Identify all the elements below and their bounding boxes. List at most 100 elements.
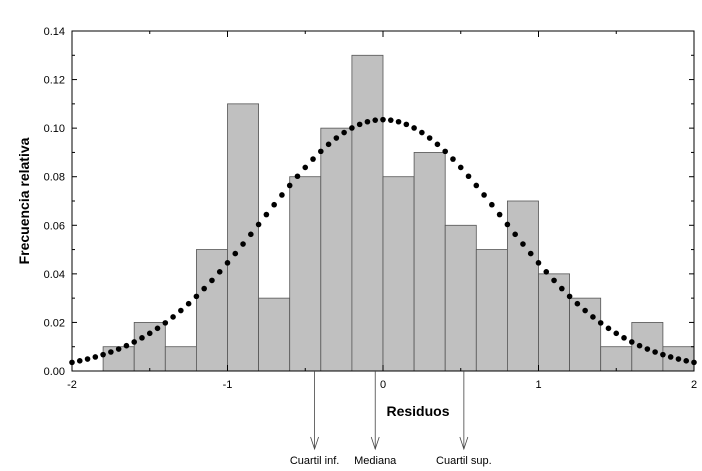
curve-point (613, 330, 620, 337)
curve-point (667, 354, 674, 360)
y-tick-label: 0.04 (44, 269, 65, 281)
curve-point (683, 358, 690, 364)
curve-point (403, 121, 410, 128)
curve-point (232, 250, 239, 257)
y-tick-label: 0.12 (44, 75, 65, 87)
curve-point (512, 231, 518, 238)
y-tick-label: 0.02 (44, 317, 65, 329)
curve-point (209, 277, 215, 284)
curve-point (216, 269, 223, 275)
curve-point (450, 156, 456, 162)
curve-point (333, 135, 340, 141)
curve-point (178, 307, 184, 314)
curve-point (224, 260, 231, 266)
x-tick-label: 2 (691, 379, 697, 391)
curve-point (582, 307, 588, 314)
curve-point (255, 221, 262, 228)
curve-point (457, 164, 464, 171)
curve-point (504, 221, 511, 228)
curve-point (294, 173, 301, 180)
curve-point (185, 300, 192, 307)
annotation-arrow-head (310, 436, 319, 451)
x-tick-label: 1 (535, 379, 541, 391)
histogram-bar (195, 249, 228, 372)
curve-point (660, 351, 666, 358)
curve-point (100, 351, 106, 358)
curve-point (92, 354, 99, 360)
curve-point (356, 121, 363, 128)
curve-point (551, 277, 557, 284)
histogram-bar (227, 103, 260, 372)
curve-point (325, 141, 332, 148)
curve-point (271, 201, 277, 208)
x-tick-label: -2 (67, 379, 77, 391)
curve-point (481, 192, 487, 198)
x-axis: -2 -1 0 1 2 (67, 31, 697, 391)
curve-point (146, 330, 153, 337)
curve-point (527, 250, 534, 257)
curve-point (364, 118, 371, 125)
x-axis-title: Residuos (386, 403, 449, 419)
curve-point (279, 192, 285, 198)
y-axis: 0.00 0.02 0.04 0.06 0.08 0.10 0.12 0.14 (44, 26, 694, 378)
y-axis-title: Frecuencia relativa (16, 137, 32, 264)
x-tick-label: -1 (223, 379, 233, 391)
curve-point (566, 293, 573, 300)
curve-point (644, 346, 651, 352)
histogram-bar (382, 176, 415, 372)
curve-point (426, 135, 433, 141)
histogram-bar (600, 346, 633, 372)
normal-curve (69, 116, 697, 366)
curve-point (535, 260, 542, 266)
curve-point (636, 342, 643, 349)
curve-point (411, 125, 417, 131)
curve-point (193, 293, 200, 300)
histogram-bar (506, 200, 539, 372)
curve-point (605, 325, 612, 332)
curve-point (395, 118, 402, 125)
curve-point (442, 148, 449, 155)
curve-point (419, 129, 425, 136)
annotation-label: Cuartil sup. (436, 455, 492, 467)
curve-point (597, 320, 604, 326)
annotation-label: Mediana (354, 455, 397, 467)
curve-point (380, 116, 386, 123)
histogram-bar (475, 249, 508, 372)
annotation-label: Cuartil inf. (290, 455, 340, 467)
curve-point (123, 342, 130, 349)
curve-point (76, 358, 83, 364)
curve-point (574, 300, 581, 307)
curve-point (302, 164, 309, 171)
curve-point (263, 211, 270, 218)
histogram-bar (444, 224, 477, 372)
annotation-arrow-head (370, 436, 380, 451)
curve-point (170, 314, 176, 320)
curve-point (318, 148, 324, 155)
histogram-bar (538, 273, 571, 372)
histogram-bar (320, 127, 353, 372)
curve-point (496, 211, 503, 218)
curve-point (629, 339, 635, 345)
curve-point (621, 335, 627, 341)
histogram-bar (258, 297, 291, 372)
y-tick-label: 0.06 (44, 220, 65, 232)
y-tick-label: 0.14 (44, 26, 65, 38)
quartile-annotations: Cuartil inf. Mediana Cuartil sup. (290, 371, 492, 467)
histogram-bar (133, 322, 166, 372)
curve-point (162, 320, 169, 326)
histogram-bar (164, 346, 197, 372)
curve-point (489, 201, 495, 208)
histogram-bars (102, 54, 695, 372)
y-tick-label: 0.10 (44, 123, 65, 135)
curve-point (372, 117, 379, 123)
curve-point (240, 241, 246, 247)
curve-point (108, 349, 114, 355)
curve-point (349, 125, 355, 131)
y-tick-label: 0.00 (44, 366, 65, 378)
histogram-bar (351, 54, 384, 372)
curve-point (652, 349, 658, 355)
curve-point (201, 285, 207, 292)
curve-point (139, 335, 145, 341)
curve-point (84, 356, 91, 362)
